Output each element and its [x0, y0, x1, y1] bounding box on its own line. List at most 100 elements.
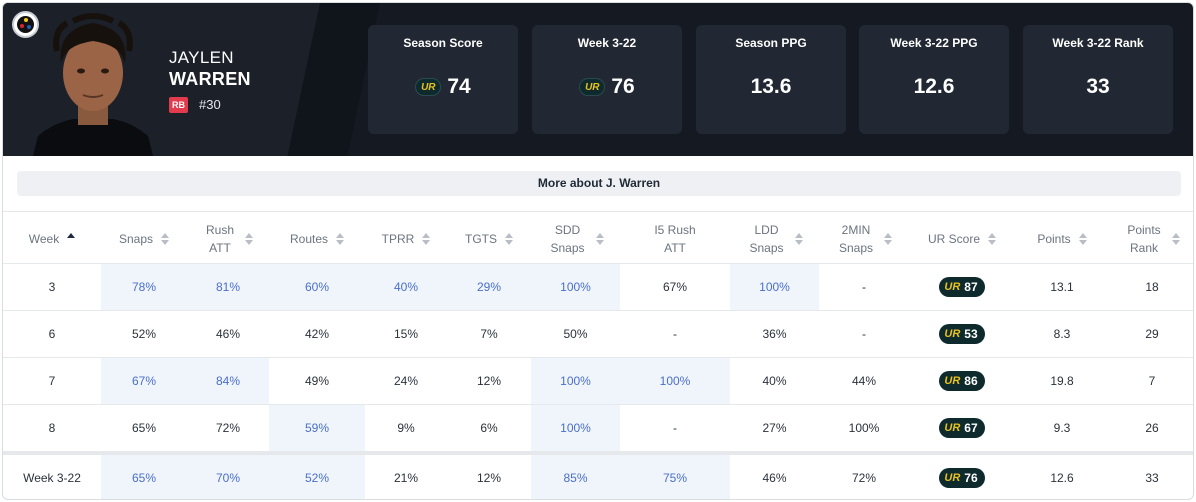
cell-2min-snaps: - [862, 280, 866, 294]
cell-ur-score: UR 76 [909, 455, 1015, 499]
table-row: 8 65% 72% 59% 9% 6% 100% - 27% 100% UR 67… [3, 405, 1193, 452]
column-header-tgts[interactable]: TGTS [447, 212, 531, 265]
column-header-points[interactable]: Points [1015, 212, 1109, 265]
position-badge: RB [169, 97, 188, 113]
cell-2min-snaps: - [862, 327, 866, 341]
cell-2min-snaps: 44% [851, 374, 877, 388]
sort-icon [336, 232, 345, 245]
table-header: Week Snaps Rush ATT Routes TPRR TGTS SDD… [3, 211, 1193, 265]
cell-ur-score: UR 87 [909, 264, 1015, 310]
column-header-week[interactable]: Week [3, 212, 101, 265]
cell-i5-rush-att: 67% [662, 280, 688, 294]
ur-logo-icon: UR [944, 422, 961, 434]
column-header-routes[interactable]: Routes [269, 212, 365, 265]
cell-routes: 49% [304, 374, 330, 388]
table-row: 3 78% 81% 60% 40% 29% 100% 67% 100% - UR… [3, 264, 1193, 311]
cell-tgts: 12% [476, 471, 502, 485]
cell-i5-rush-att: - [673, 421, 677, 435]
cell-ur-score: UR 86 [909, 358, 1015, 404]
column-header-ldd-snaps[interactable]: LDD Snaps [730, 212, 819, 265]
stat-value: 13.6 [750, 75, 792, 98]
cell-points: 9.3 [1053, 421, 1071, 435]
stat-tile-week-ppg: Week 3-22 PPG 12.6 [859, 25, 1009, 134]
ur-score-badge: UR 53 [939, 324, 985, 344]
cell-ldd-snaps: 36% [762, 327, 787, 341]
column-header-2min-snaps[interactable]: 2MIN Snaps [819, 212, 909, 265]
team-logo-icon[interactable] [12, 11, 39, 38]
stat-label: Week 3-22 [577, 36, 637, 50]
ur-logo-icon: UR [579, 78, 606, 96]
column-header-rush-att[interactable]: Rush ATT [187, 212, 269, 265]
cell-rush-att: 81% [187, 264, 269, 310]
cell-sdd-snaps: 85% [531, 455, 620, 499]
cell-routes: 59% [269, 405, 365, 451]
more-about-button[interactable]: More about J. Warren [17, 171, 1181, 196]
ur-logo-icon: UR [944, 281, 961, 293]
cell-i5-rush-att: 75% [620, 455, 730, 499]
column-header-sdd-snaps[interactable]: SDD Snaps [531, 212, 620, 265]
cell-snaps: 52% [131, 327, 157, 341]
cell-week: 8 [48, 421, 56, 435]
ur-logo-icon: UR [944, 472, 961, 484]
cell-routes: 42% [304, 327, 330, 341]
column-header-tprr[interactable]: TPRR [365, 212, 447, 265]
cell-routes: 60% [269, 264, 365, 310]
stat-value: 74 [447, 75, 471, 98]
cell-week: 6 [48, 327, 56, 341]
cell-tprr: 21% [393, 471, 419, 485]
cell-ldd-snaps: 27% [762, 421, 787, 435]
column-header-points-rank[interactable]: Points Rank [1109, 212, 1193, 265]
cell-rush-att: 46% [215, 327, 241, 341]
table-row: 6 52% 46% 42% 15% 7% 50% - 36% - UR 53 8.… [3, 311, 1193, 358]
sort-icon [161, 232, 170, 245]
column-header-i5-rush-att[interactable]: I5 Rush ATT [654, 222, 696, 255]
cell-ldd-snaps: 100% [730, 264, 819, 310]
jersey-number: #30 [199, 97, 221, 112]
cell-routes: 52% [269, 455, 365, 499]
cell-points-rank: 26 [1145, 421, 1159, 435]
sort-icon [505, 232, 513, 245]
sort-icon [988, 232, 996, 245]
cell-points-rank: 29 [1145, 327, 1159, 341]
ur-logo-icon: UR [944, 375, 961, 387]
cell-week: 3 [48, 280, 56, 294]
stat-tile-week-range: Week 3-22 UR 76 [532, 25, 682, 134]
cell-week: Week 3-22 [23, 471, 81, 485]
stat-tile-week-rank: Week 3-22 Rank 33 [1023, 25, 1173, 134]
cell-tgts: 6% [480, 421, 498, 435]
cell-rush-att: 70% [187, 455, 269, 499]
column-header-snaps[interactable]: Snaps [101, 212, 187, 265]
stat-label: Season Score [403, 36, 483, 50]
cell-tgts: 12% [476, 374, 502, 388]
sort-icon [245, 232, 253, 245]
ur-score-badge: UR 87 [939, 277, 985, 297]
stat-label: Week 3-22 PPG [890, 36, 978, 50]
ur-logo-icon: UR [944, 328, 961, 340]
cell-sdd-snaps: 100% [531, 405, 620, 451]
cell-snaps: 65% [101, 455, 187, 499]
cell-sdd-snaps: 100% [531, 264, 620, 310]
column-header-ur-score[interactable]: UR Score [909, 212, 1015, 265]
stat-label: Season PPG [735, 36, 807, 50]
stat-tile-season-score: Season Score UR 74 [368, 25, 518, 134]
cell-tgts: 29% [447, 264, 531, 310]
stat-value: 76 [611, 75, 635, 98]
cell-week: 7 [48, 374, 56, 388]
ur-score-badge: UR 86 [939, 371, 985, 391]
cell-tprr: 15% [393, 327, 419, 341]
cell-sdd-snaps: 100% [531, 358, 620, 404]
table-row: 7 67% 84% 49% 24% 12% 100% 100% 40% 44% … [3, 358, 1193, 405]
cell-2min-snaps: 72% [851, 471, 877, 485]
cell-tgts: 7% [480, 327, 498, 341]
cell-tprr: 9% [397, 421, 415, 435]
cell-points: 19.8 [1050, 374, 1074, 388]
ur-logo-icon: UR [415, 78, 442, 96]
cell-sdd-snaps: 50% [563, 327, 588, 341]
cell-ur-score: UR 53 [909, 311, 1015, 357]
sort-asc-icon [67, 232, 76, 245]
cell-points-rank: 7 [1148, 374, 1156, 388]
ur-score-badge: UR 67 [939, 418, 985, 438]
cell-points-rank: 33 [1145, 471, 1159, 485]
cell-2min-snaps: 100% [848, 421, 880, 435]
